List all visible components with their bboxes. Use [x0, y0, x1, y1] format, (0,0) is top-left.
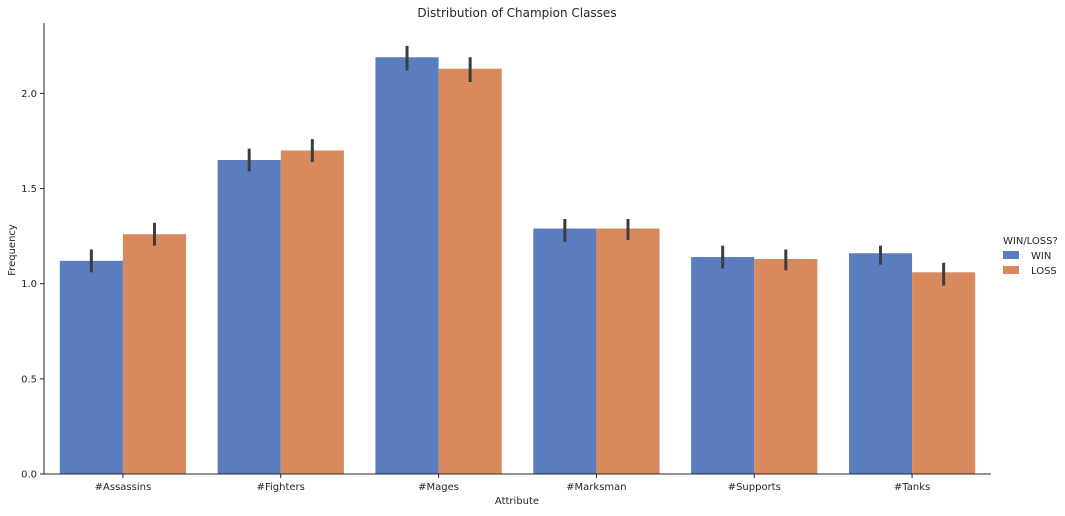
y-axis-label: Frequency [7, 224, 18, 276]
legend: WIN/LOSS? WIN LOSS [1003, 236, 1058, 277]
bar-win-fighters [217, 160, 281, 474]
bar-win-marksman [533, 228, 597, 474]
x-ticks: #Assassins #Fighters #Mages #Marksman #Suppo… [95, 474, 930, 493]
x-tick-label: #Marksman [566, 482, 626, 493]
bar-loss-tanks [912, 272, 976, 474]
x-tick-label: #Supports [728, 482, 781, 493]
x-tick-label: #Fighters [257, 482, 305, 493]
x-axis-label: Attribute [495, 496, 539, 507]
x-tick-label: #Assassins [95, 482, 152, 493]
y-tick-label: 2.0 [21, 89, 37, 100]
bar-loss-mages [438, 68, 502, 474]
legend-swatch-win [1003, 251, 1019, 259]
bar-win-tanks [848, 253, 913, 474]
bar-loss-supports [754, 258, 818, 474]
bar-loss-assassins [122, 234, 187, 474]
bar-loss-marksman [596, 228, 660, 474]
bar-win-assassins [59, 260, 123, 474]
bar-loss-fighters [280, 150, 344, 474]
y-tick-label: 1.5 [21, 184, 37, 195]
plot-area [59, 45, 976, 474]
bar-win-mages [375, 57, 439, 474]
y-tick-label: 0.0 [21, 470, 37, 481]
bar-win-supports [691, 257, 755, 474]
y-tick-label: 1.0 [21, 279, 37, 290]
legend-title: WIN/LOSS? [1003, 236, 1058, 247]
x-tick-label: #Mages [418, 482, 459, 493]
legend-swatch-loss [1003, 266, 1019, 274]
chart-title: Distribution of Champion Classes [417, 6, 616, 20]
y-tick-label: 0.5 [21, 374, 37, 385]
legend-label-loss: LOSS [1031, 266, 1057, 277]
legend-label-win: WIN [1031, 251, 1051, 262]
x-tick-label: #Tanks [894, 482, 930, 493]
y-ticks: 0.0 0.5 1.0 1.5 2.0 [21, 89, 44, 481]
